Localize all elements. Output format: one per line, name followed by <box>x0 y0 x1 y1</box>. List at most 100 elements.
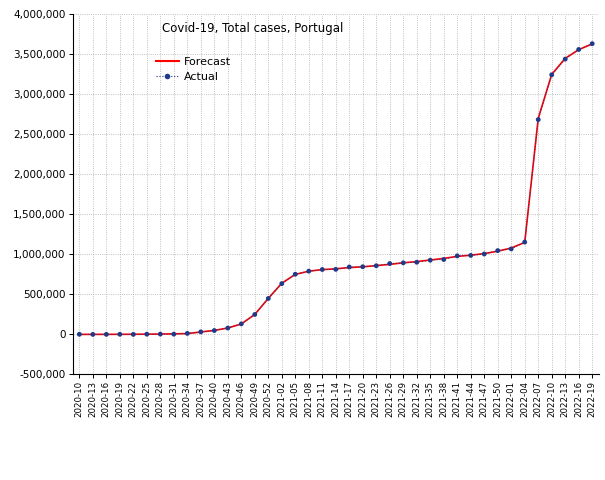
Forecast <box>535 116 542 121</box>
Forecast <box>89 332 96 337</box>
Actual <box>521 239 528 245</box>
Point <box>237 320 246 328</box>
Point <box>223 324 233 332</box>
Actual <box>184 331 191 336</box>
Actual <box>76 331 83 337</box>
Point <box>102 331 111 338</box>
Forecast <box>548 72 555 77</box>
Point <box>466 252 476 259</box>
Forecast <box>76 332 83 337</box>
Line: Forecast: Forecast <box>79 44 592 335</box>
Actual <box>386 261 393 266</box>
Forecast <box>440 255 447 261</box>
Forecast <box>589 41 596 47</box>
Actual <box>440 257 447 263</box>
Point <box>358 263 368 271</box>
Actual <box>427 257 434 263</box>
Point <box>74 330 84 338</box>
Forecast <box>129 331 137 337</box>
Forecast <box>116 331 123 337</box>
Actual <box>238 321 245 327</box>
Legend: Forecast, Actual: Forecast, Actual <box>152 52 235 87</box>
Actual <box>278 281 286 287</box>
Forecast <box>170 331 177 337</box>
Text: Covid-19, Total cases, Portugal: Covid-19, Total cases, Portugal <box>162 22 344 35</box>
Forecast <box>561 56 569 61</box>
Actual <box>129 332 137 337</box>
Point <box>587 40 597 48</box>
Point <box>263 295 273 302</box>
Forecast <box>480 251 488 256</box>
Forecast <box>238 321 245 327</box>
Forecast <box>454 253 461 259</box>
Actual <box>548 72 555 78</box>
Forecast <box>319 267 326 273</box>
Point <box>425 256 435 264</box>
Forecast <box>143 331 151 337</box>
Point <box>560 55 570 63</box>
Actual <box>575 47 583 52</box>
Actual <box>197 329 204 335</box>
Point <box>344 263 354 271</box>
Actual <box>454 253 461 259</box>
Point <box>399 259 408 267</box>
Point <box>506 245 516 253</box>
Point <box>250 311 260 318</box>
Actual <box>89 332 96 337</box>
Point <box>520 238 529 246</box>
Forecast <box>184 331 191 336</box>
Actual <box>143 331 151 337</box>
Actual <box>359 264 367 270</box>
Actual <box>494 248 502 253</box>
Point <box>439 256 448 264</box>
Point <box>371 262 381 270</box>
Forecast <box>575 47 583 52</box>
Forecast <box>224 325 232 331</box>
Forecast <box>521 240 528 245</box>
Point <box>277 280 287 288</box>
Forecast <box>427 257 434 263</box>
Forecast <box>386 262 393 267</box>
Actual <box>373 263 380 269</box>
Forecast <box>359 264 367 270</box>
Actual <box>211 328 218 334</box>
Forecast <box>211 327 218 333</box>
Actual <box>103 332 110 337</box>
Point <box>88 331 97 338</box>
Point <box>412 258 422 266</box>
Forecast <box>332 266 339 272</box>
Forecast <box>157 331 164 337</box>
Actual <box>292 271 299 277</box>
Point <box>115 330 125 338</box>
Point <box>547 71 557 79</box>
Actual <box>508 246 515 252</box>
Actual <box>305 268 312 274</box>
Point <box>331 265 341 273</box>
Actual <box>589 41 596 47</box>
Point <box>318 265 327 273</box>
Forecast <box>103 332 110 337</box>
Point <box>128 331 138 338</box>
Forecast <box>251 312 258 317</box>
Forecast <box>292 272 299 277</box>
Forecast <box>467 252 474 258</box>
Point <box>183 330 192 337</box>
Actual <box>224 325 232 331</box>
Forecast <box>345 265 353 271</box>
Actual <box>467 252 474 258</box>
Point <box>493 247 503 254</box>
Actual <box>345 264 353 270</box>
Forecast <box>278 280 286 286</box>
Actual <box>251 312 258 317</box>
Actual <box>413 259 420 265</box>
Actual <box>157 331 164 337</box>
Forecast <box>373 263 380 268</box>
Point <box>142 330 152 338</box>
Actual <box>319 266 326 272</box>
Point <box>534 116 543 123</box>
Forecast <box>400 260 407 266</box>
Point <box>290 270 300 278</box>
Actual <box>264 296 272 301</box>
Point <box>479 250 489 258</box>
Forecast <box>508 245 515 251</box>
